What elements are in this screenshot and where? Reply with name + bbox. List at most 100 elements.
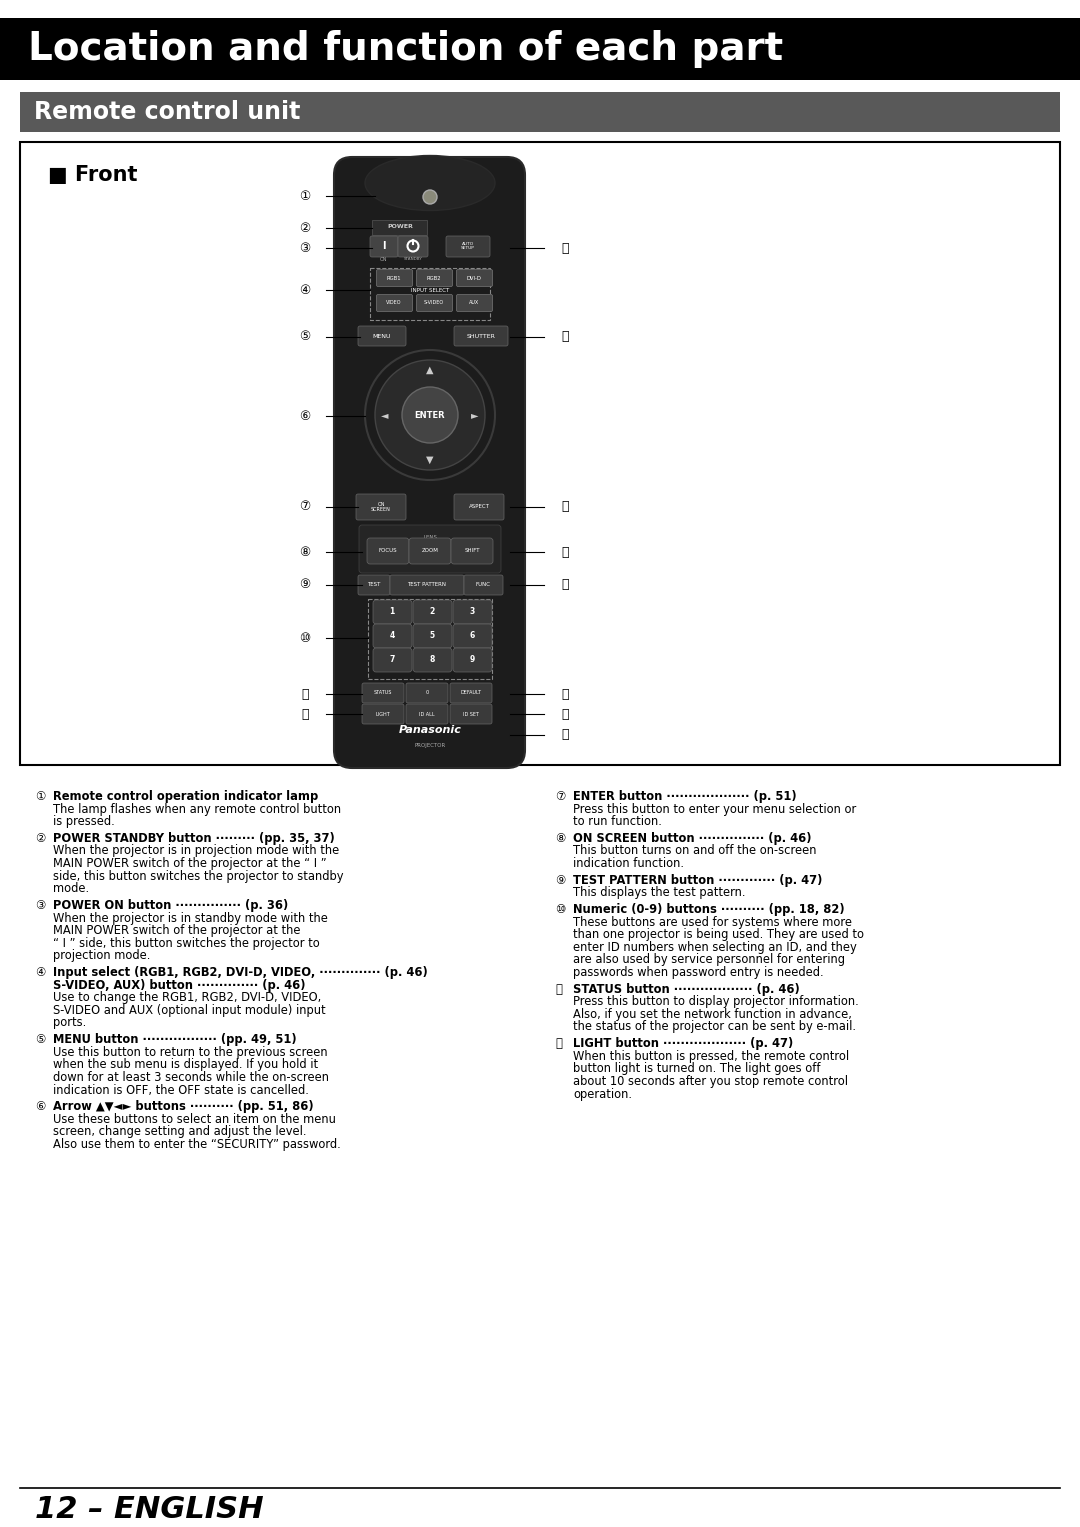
Text: 4: 4 bbox=[390, 632, 394, 640]
FancyBboxPatch shape bbox=[457, 269, 492, 287]
Text: These buttons are used for systems where more: These buttons are used for systems where… bbox=[573, 916, 852, 928]
FancyBboxPatch shape bbox=[454, 325, 508, 347]
Bar bbox=[0, 18, 1080, 79]
Text: RGB1: RGB1 bbox=[387, 275, 402, 281]
Text: ⑦: ⑦ bbox=[555, 789, 565, 803]
Text: ⑮: ⑮ bbox=[562, 501, 569, 513]
Bar bbox=[21, 142, 1059, 765]
Text: ▼: ▼ bbox=[427, 455, 434, 466]
Text: ⑯: ⑯ bbox=[562, 545, 569, 559]
Text: 5: 5 bbox=[430, 632, 434, 640]
Text: indication is OFF, the OFF state is cancelled.: indication is OFF, the OFF state is canc… bbox=[53, 1084, 309, 1096]
Text: Panasonic: Panasonic bbox=[399, 725, 461, 734]
Text: MAIN POWER switch of the projector at the: MAIN POWER switch of the projector at th… bbox=[53, 924, 300, 938]
FancyBboxPatch shape bbox=[357, 325, 406, 347]
Circle shape bbox=[365, 350, 495, 479]
Text: ⑱: ⑱ bbox=[562, 687, 569, 701]
Text: MENU button ················· (pp. 49, 51): MENU button ················· (pp. 49, 5… bbox=[53, 1034, 297, 1046]
Text: projection mode.: projection mode. bbox=[53, 950, 150, 962]
Text: ④: ④ bbox=[35, 967, 45, 979]
Text: ①: ① bbox=[299, 189, 311, 203]
FancyBboxPatch shape bbox=[390, 576, 464, 596]
Text: TEST PATTERN: TEST PATTERN bbox=[407, 582, 446, 588]
Text: ⑤: ⑤ bbox=[299, 330, 311, 344]
Text: ports.: ports. bbox=[53, 1017, 86, 1029]
FancyBboxPatch shape bbox=[357, 576, 390, 596]
Text: is pressed.: is pressed. bbox=[53, 815, 114, 828]
FancyBboxPatch shape bbox=[446, 237, 490, 257]
Text: ◄: ◄ bbox=[381, 411, 389, 420]
Text: 3: 3 bbox=[470, 608, 474, 617]
Text: 8: 8 bbox=[430, 655, 434, 664]
Text: LENS: LENS bbox=[423, 534, 437, 541]
Text: ZOOM: ZOOM bbox=[421, 548, 438, 553]
FancyBboxPatch shape bbox=[370, 237, 399, 257]
Text: 6: 6 bbox=[470, 632, 474, 640]
Text: ⑲: ⑲ bbox=[562, 707, 569, 721]
Bar bbox=[21, 92, 1059, 131]
Text: Remote control operation indicator lamp: Remote control operation indicator lamp bbox=[53, 789, 319, 803]
Text: “ I ” side, this button switches the projector to: “ I ” side, this button switches the pro… bbox=[53, 936, 320, 950]
Text: 1: 1 bbox=[390, 608, 394, 617]
Text: 2: 2 bbox=[430, 608, 434, 617]
Text: S-VIDEO and AUX (optional input module) input: S-VIDEO and AUX (optional input module) … bbox=[53, 1003, 326, 1017]
Text: DVI-D: DVI-D bbox=[467, 275, 482, 281]
Text: MAIN POWER switch of the projector at the “ I ”: MAIN POWER switch of the projector at th… bbox=[53, 857, 326, 870]
Text: Numeric (0-9) buttons ·········· (pp. 18, 82): Numeric (0-9) buttons ·········· (pp. 18… bbox=[573, 902, 845, 916]
Text: POWER ON button ··············· (p. 36): POWER ON button ··············· (p. 36) bbox=[53, 899, 288, 912]
FancyBboxPatch shape bbox=[399, 237, 428, 257]
Text: The lamp flashes when any remote control button: The lamp flashes when any remote control… bbox=[53, 803, 341, 815]
Text: ID SET: ID SET bbox=[463, 712, 480, 716]
FancyBboxPatch shape bbox=[334, 157, 525, 768]
Text: ③: ③ bbox=[35, 899, 45, 912]
FancyBboxPatch shape bbox=[362, 704, 404, 724]
Text: ⑩: ⑩ bbox=[299, 632, 311, 644]
Ellipse shape bbox=[365, 156, 495, 211]
Text: ⑪: ⑪ bbox=[555, 982, 562, 996]
Text: FOCUS: FOCUS bbox=[379, 548, 397, 553]
Text: ⑬: ⑬ bbox=[562, 241, 569, 255]
Text: LIGHT: LIGHT bbox=[376, 712, 390, 716]
Circle shape bbox=[423, 189, 437, 205]
Text: SHUTTER: SHUTTER bbox=[467, 333, 496, 339]
FancyBboxPatch shape bbox=[367, 538, 409, 563]
Text: enter ID numbers when selecting an ID, and they: enter ID numbers when selecting an ID, a… bbox=[573, 941, 856, 954]
FancyBboxPatch shape bbox=[373, 647, 411, 672]
Text: Also, if you set the network function in advance,: Also, if you set the network function in… bbox=[573, 1008, 852, 1022]
Text: ⑦: ⑦ bbox=[299, 501, 311, 513]
FancyBboxPatch shape bbox=[413, 600, 453, 625]
Text: PROJECTOR: PROJECTOR bbox=[415, 742, 446, 748]
Text: passwords when password entry is needed.: passwords when password entry is needed. bbox=[573, 967, 824, 979]
Text: This button turns on and off the on-screen: This button turns on and off the on-scre… bbox=[573, 844, 816, 858]
Text: When this button is pressed, the remote control: When this button is pressed, the remote … bbox=[573, 1049, 849, 1063]
Text: Use to change the RGB1, RGB2, DVI-D, VIDEO,: Use to change the RGB1, RGB2, DVI-D, VID… bbox=[53, 991, 321, 1005]
Text: MENU: MENU bbox=[373, 333, 391, 339]
Text: ENTER: ENTER bbox=[415, 411, 445, 420]
Text: STANDBY: STANDBY bbox=[404, 257, 422, 261]
Text: AUX: AUX bbox=[469, 301, 480, 305]
Text: ON SCREEN button ··············· (p. 46): ON SCREEN button ··············· (p. 46) bbox=[573, 832, 811, 844]
Text: ID ALL: ID ALL bbox=[419, 712, 435, 716]
Text: than one projector is being used. They are used to: than one projector is being used. They a… bbox=[573, 928, 864, 941]
Text: ⑤: ⑤ bbox=[35, 1034, 45, 1046]
Text: ⑥: ⑥ bbox=[35, 1099, 45, 1113]
Text: TEST: TEST bbox=[367, 582, 380, 588]
Text: when the sub menu is displayed. If you hold it: when the sub menu is displayed. If you h… bbox=[53, 1058, 319, 1072]
Text: ⑫: ⑫ bbox=[301, 707, 309, 721]
FancyBboxPatch shape bbox=[409, 538, 451, 563]
Text: ▲: ▲ bbox=[427, 365, 434, 376]
FancyBboxPatch shape bbox=[453, 600, 492, 625]
Text: ⑩: ⑩ bbox=[555, 902, 565, 916]
Text: AUTO
SETUP: AUTO SETUP bbox=[461, 241, 475, 250]
FancyBboxPatch shape bbox=[373, 625, 411, 647]
Text: This displays the test pattern.: This displays the test pattern. bbox=[573, 886, 745, 899]
Text: ⑫: ⑫ bbox=[555, 1037, 562, 1051]
Text: mode.: mode. bbox=[53, 883, 90, 895]
Text: ⑳: ⑳ bbox=[562, 728, 569, 742]
Text: ⑰: ⑰ bbox=[562, 579, 569, 591]
FancyBboxPatch shape bbox=[377, 295, 413, 312]
FancyBboxPatch shape bbox=[413, 647, 453, 672]
Text: are also used by service personnel for entering: are also used by service personnel for e… bbox=[573, 953, 845, 967]
FancyBboxPatch shape bbox=[406, 704, 448, 724]
Text: ⑧: ⑧ bbox=[299, 545, 311, 559]
